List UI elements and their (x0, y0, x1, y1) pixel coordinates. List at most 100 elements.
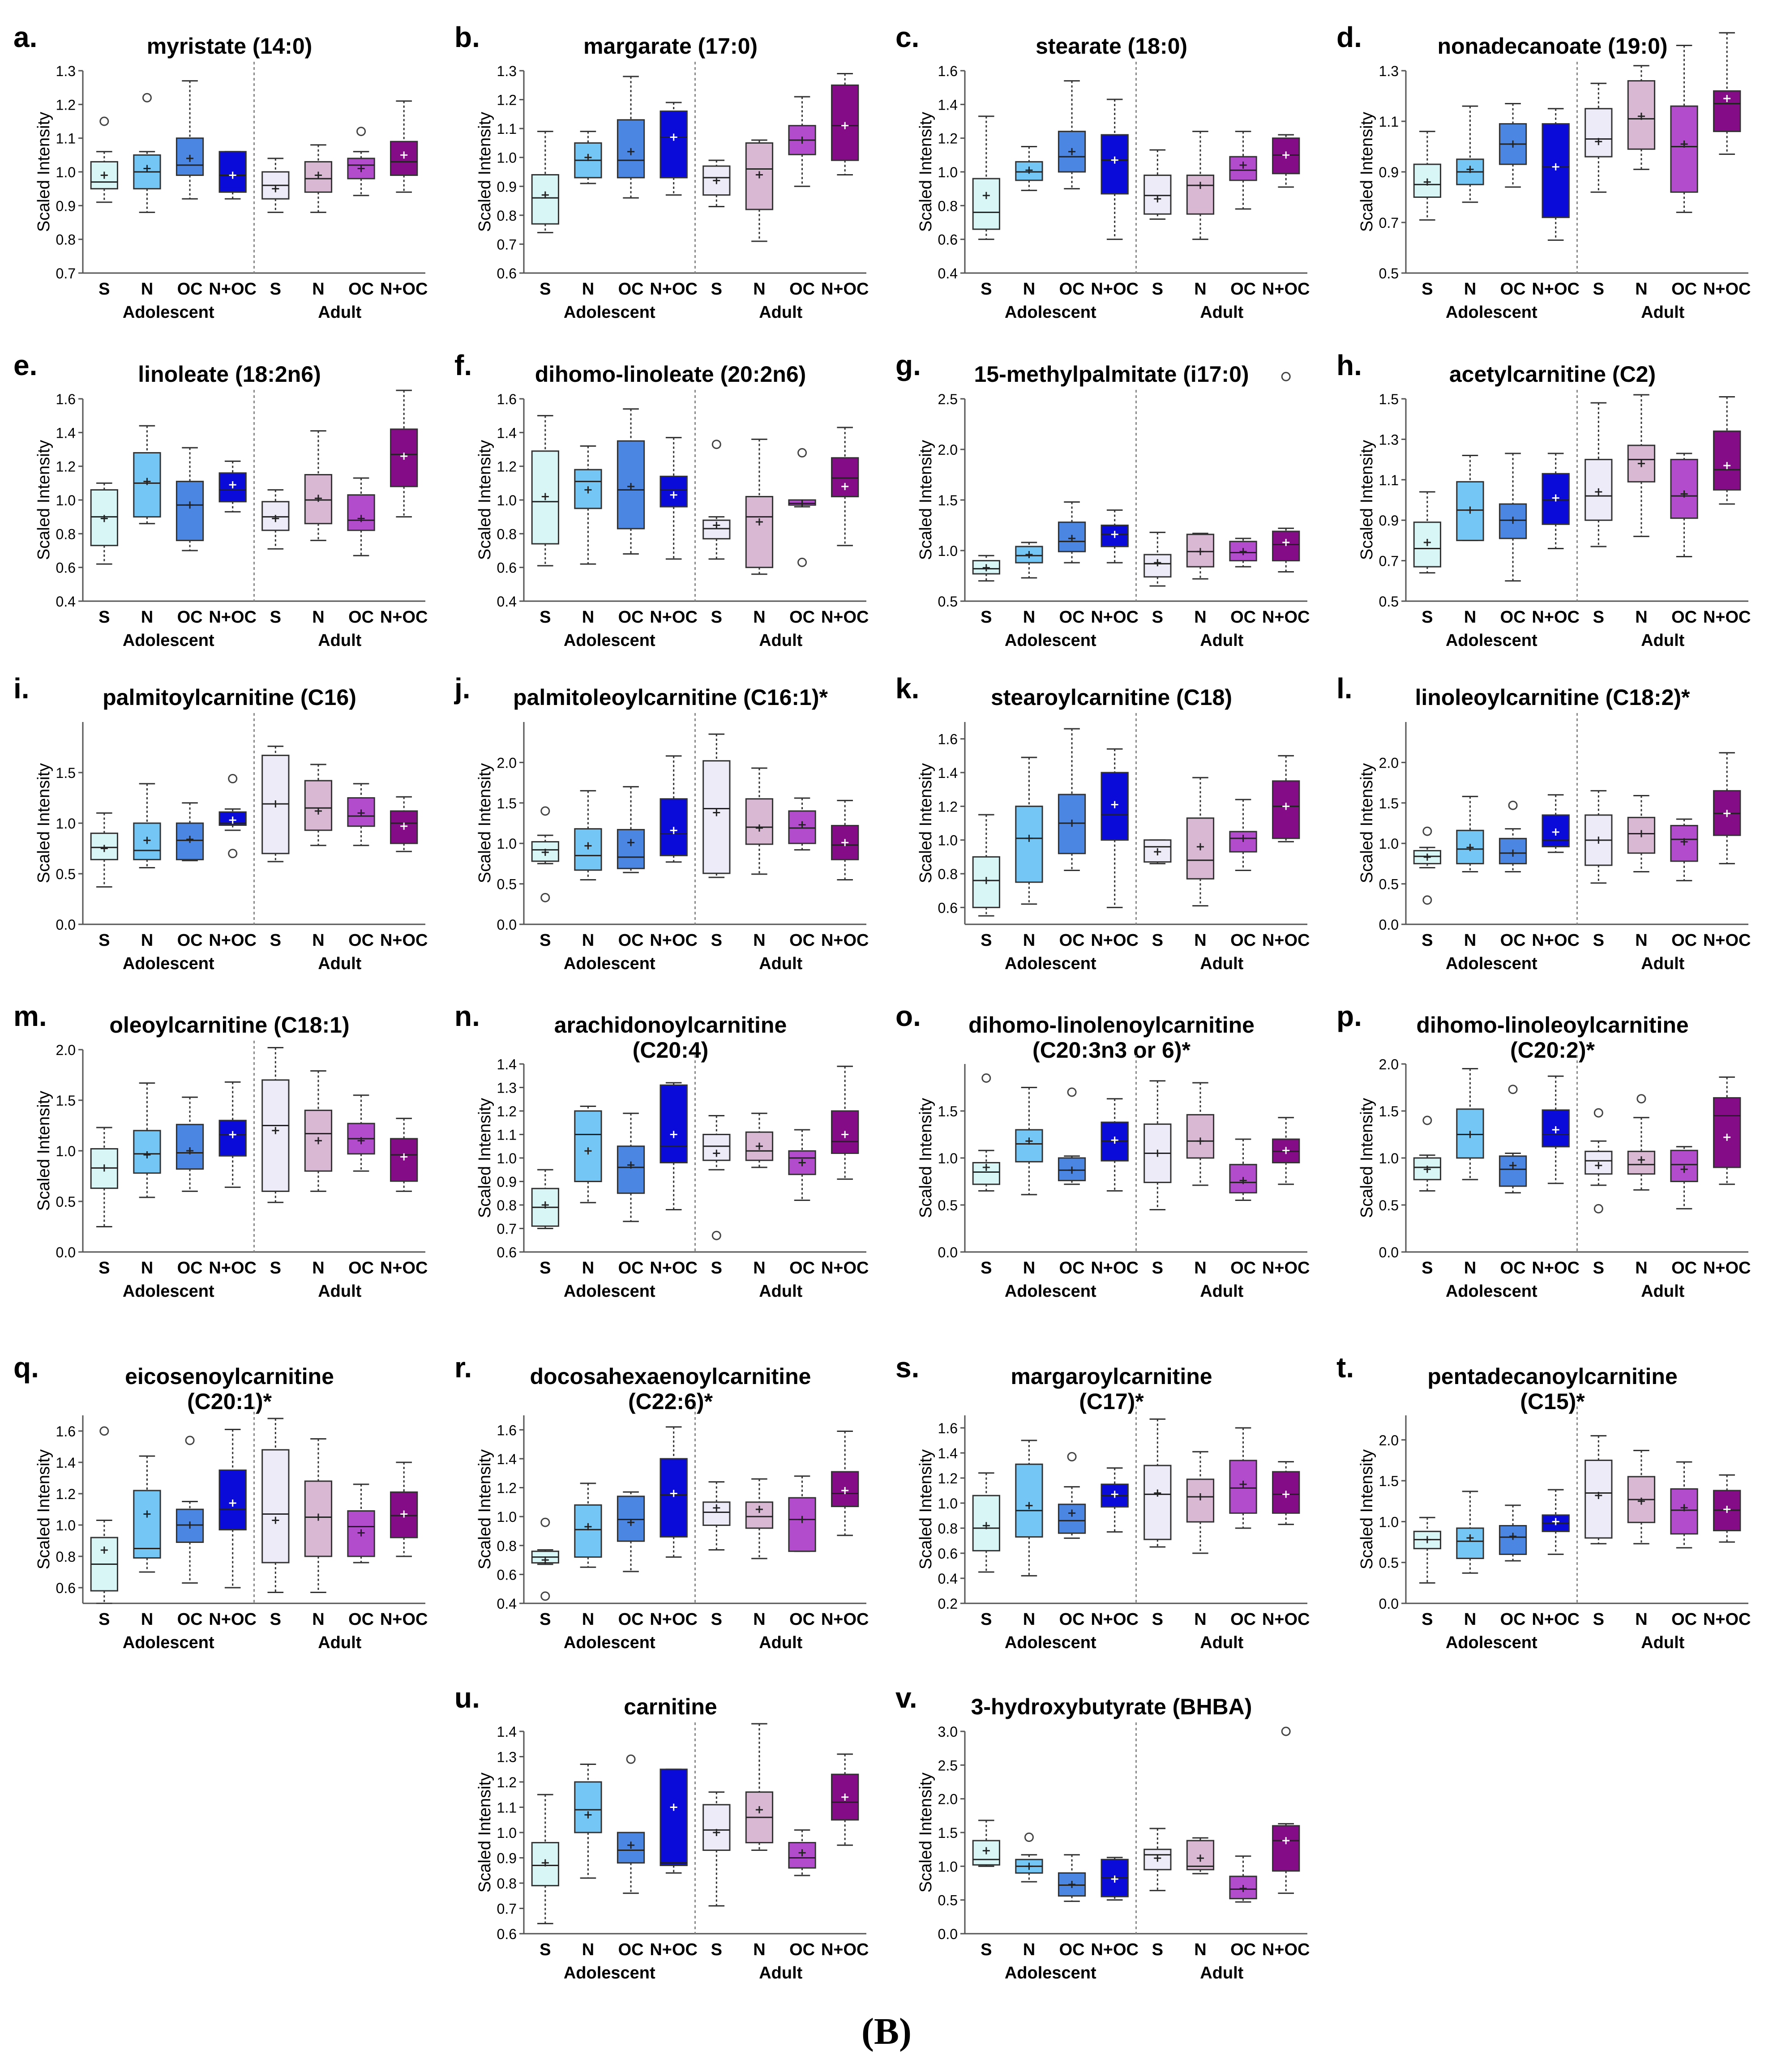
mean-marker (541, 1556, 549, 1564)
x-tick-label: S (1152, 931, 1163, 950)
y-axis-label: Scaled Intensity (34, 1091, 53, 1211)
x-tick-label: OC (177, 931, 203, 950)
x-tick-label: OC (348, 280, 374, 299)
box-oc-adult (347, 783, 375, 846)
box-s-adolescent (1413, 846, 1441, 868)
chart-title: (C17)* (1079, 1389, 1144, 1414)
mean-marker (1282, 151, 1290, 159)
box-oc-adult (788, 1829, 816, 1876)
box-oc-adult (1229, 1427, 1257, 1529)
x-tick-label: N (582, 280, 594, 299)
y-axis-label: Scaled Intensity (916, 112, 935, 232)
group-label-adult: Adult (759, 1964, 802, 1982)
x-tick-label: N+OC (1262, 1610, 1310, 1629)
chart-title: nonadecanoate (19:0) (1437, 34, 1667, 59)
x-tick-label: N+OC (380, 1259, 428, 1277)
mean-marker (841, 1131, 849, 1138)
mean-marker (1068, 1881, 1076, 1888)
y-tick-label: 1.3 (1379, 431, 1399, 448)
box-s-adolescent (1413, 131, 1441, 221)
chart-title: stearate (18:0) (1036, 34, 1187, 59)
x-tick-label: N (1194, 608, 1206, 627)
box-n-adult (745, 139, 774, 242)
box-s-adolescent (972, 115, 1000, 240)
panel-letter: t. (1336, 1351, 1354, 1384)
y-tick-label: 0.6 (938, 900, 958, 916)
y-tick-label: 1.0 (497, 150, 517, 166)
y-tick-label: 1.2 (56, 1486, 76, 1502)
y-tick-label: 1.5 (56, 1093, 76, 1109)
y-tick-label: 1.2 (497, 1774, 517, 1790)
box-body (1585, 1150, 1613, 1175)
mean-marker (186, 1147, 194, 1154)
mean-marker (541, 191, 549, 199)
y-tick-label: 0.0 (56, 917, 76, 933)
box-oc-adult (1670, 818, 1698, 881)
box-body (1143, 1465, 1172, 1540)
box-body (1101, 134, 1129, 195)
box-s-adult (261, 1047, 290, 1203)
x-tick-label: OC (1671, 1259, 1697, 1277)
x-tick-label: N (753, 1940, 765, 1959)
y-tick-label: 0.9 (1379, 513, 1399, 529)
chart-panel-n: n. arachidonoylcarnitine(C20:4) Scaled Int… (454, 1000, 869, 1301)
x-tick-label: S (1593, 931, 1604, 950)
y-tick-label: 0.8 (56, 1549, 76, 1565)
mean-marker (1111, 1875, 1118, 1883)
y-tick-label: 1.1 (56, 131, 76, 147)
y-tick-label: 2.0 (938, 442, 958, 458)
box-body (1101, 772, 1129, 841)
mean-marker (100, 1547, 108, 1554)
chart-title: (C20:3n3 or 6)* (1032, 1038, 1191, 1063)
y-tick-label: 1.1 (1379, 114, 1399, 130)
chart-panel-a: a. myristate (14:0) Scaled Intensity 0.7 0.8… (13, 21, 428, 322)
box-oc-adolescent (176, 80, 204, 200)
mean-marker (584, 486, 592, 494)
x-tick-label: OC (1230, 1610, 1256, 1629)
box-oc-adolescent (1499, 103, 1527, 188)
box-body (1186, 175, 1215, 215)
y-axis-label: Scaled Intensity (1358, 440, 1376, 560)
box-n-oc-adult (390, 796, 418, 852)
group-label-adolescent: Adolescent (564, 1282, 655, 1301)
box-body (304, 780, 333, 831)
box-body (1272, 1825, 1300, 1872)
y-axis-label: Scaled Intensity (34, 112, 53, 232)
mean-marker (1025, 834, 1033, 842)
box-n-oc-adult (1713, 32, 1741, 155)
mean-marker (229, 171, 236, 179)
outlier-point (1593, 1108, 1603, 1118)
box-n-oc-adult (1272, 1461, 1300, 1525)
outlier-point (1067, 1452, 1077, 1461)
mean-marker (1595, 836, 1602, 844)
box-n-adult (1627, 795, 1656, 872)
outlier-point (797, 448, 807, 458)
box-n-oc-adult (1272, 527, 1300, 572)
x-tick-label: S (711, 1610, 722, 1629)
mean-marker (798, 1849, 806, 1857)
x-tick-label: N+OC (650, 608, 698, 627)
box-oc-adult (1229, 131, 1257, 210)
panel-letter: v. (895, 1682, 917, 1714)
x-tick-label: N (582, 608, 594, 627)
mean-marker (272, 185, 279, 192)
box-body (574, 828, 602, 871)
x-tick-label: N (1194, 1940, 1206, 1959)
y-tick-label: 0.4 (497, 1596, 517, 1612)
y-tick-label: 0.0 (1379, 1596, 1399, 1612)
box-s-adult (702, 733, 731, 878)
box-s-adolescent (972, 1820, 1000, 1867)
mean-marker (1552, 1126, 1559, 1133)
y-tick-label: 0.6 (497, 560, 517, 576)
box-n-adolescent (574, 1482, 602, 1568)
y-tick-label: 0.0 (1379, 917, 1399, 933)
group-label-adult: Adult (318, 631, 361, 650)
mean-marker (798, 821, 806, 829)
chart-panel-i: i. palmitoylcarnitine (C16) Scaled Intensi… (13, 672, 428, 973)
mean-marker (1282, 538, 1290, 546)
x-tick-label: OC (618, 931, 644, 950)
box-n-adolescent (1015, 1854, 1043, 1883)
y-tick-label: 1.2 (938, 1470, 958, 1487)
y-tick-label: 1.3 (497, 63, 517, 79)
mean-marker (314, 1513, 322, 1521)
